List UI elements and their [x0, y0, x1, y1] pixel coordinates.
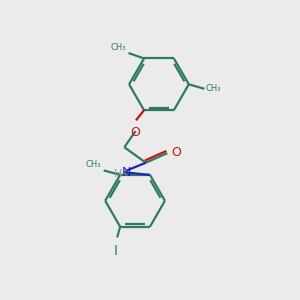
Text: H: H [114, 169, 122, 179]
Text: O: O [171, 146, 181, 159]
Text: CH₃: CH₃ [86, 160, 101, 169]
Text: CH₃: CH₃ [111, 43, 126, 52]
Text: CH₃: CH₃ [206, 84, 221, 93]
Text: I: I [114, 244, 118, 258]
Text: O: O [131, 126, 141, 139]
Text: N: N [122, 167, 131, 179]
